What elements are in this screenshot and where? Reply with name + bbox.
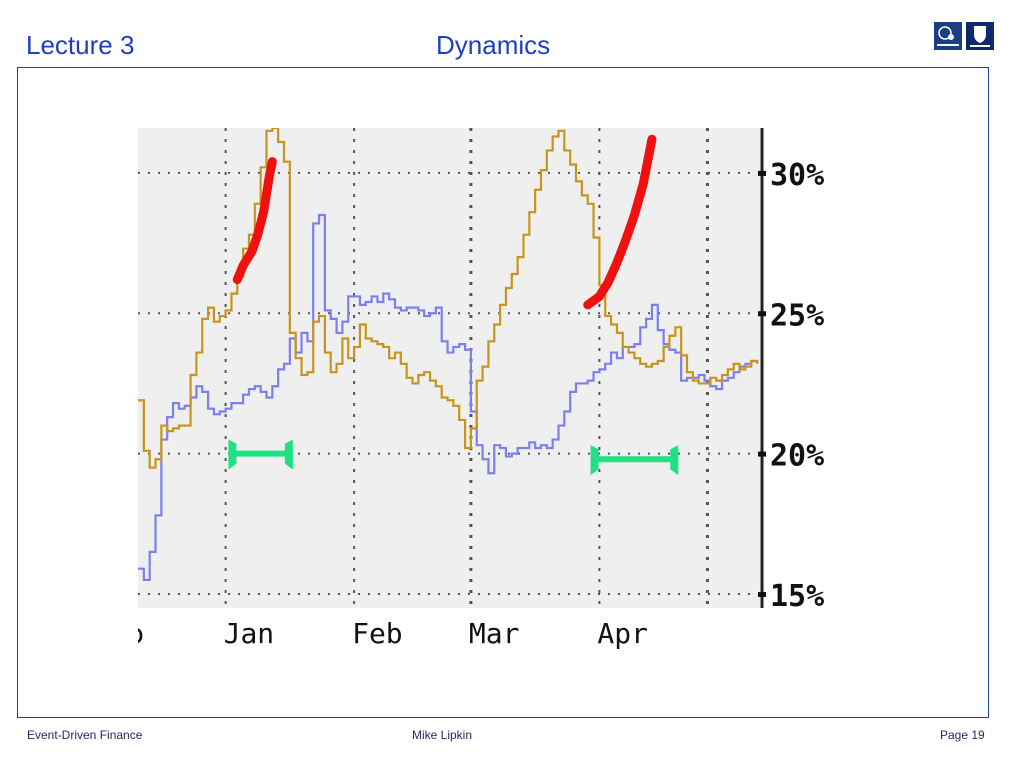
y-tick-label: 25% [770,298,824,333]
footer-page-number: Page 19 [940,728,985,742]
right-axis: 30% 25% 20% 15% [758,128,866,668]
range-bracket-left [228,439,237,470]
y-tick-mark [758,451,766,457]
footer-course: Event-Driven Finance [27,728,143,742]
x-axis-panel [138,608,760,668]
y-tick-label: 30% [770,158,824,193]
x-axis: ɔ Jan Feb Mar Apr [138,608,760,668]
y-tick-mark [758,311,766,317]
logos [934,22,994,50]
lecture-label: Lecture 3 [26,30,135,60]
plot-area [138,128,759,582]
trend-arc-annotation [583,134,657,310]
range-bracket-right [284,439,293,470]
x-tick-label: Apr [597,617,648,650]
x-tick-label-partial: ɔ [138,617,145,650]
slide-title: Dynamics [436,30,551,60]
series-line-1 [138,213,759,582]
y-tick-label: 15% [770,579,824,614]
said-logo-icon [937,26,959,46]
chart-grid [138,128,760,608]
slide-content-frame [17,67,989,718]
range-bracket-left [590,445,599,476]
oxford-logo [966,22,994,50]
oxford-crest-icon [970,26,990,47]
series-line-2 [138,128,759,469]
y-tick-mark [758,170,766,176]
implied-volatility-chart: 30% 25% 20% 15% ɔ Jan Feb Mar Apr [138,128,866,668]
y-tick-mark [758,591,766,597]
x-tick-label: Mar [469,617,520,650]
said-business-school-logo [934,22,962,50]
x-tick-label: Feb [352,617,403,650]
axis-panel [760,128,866,668]
x-tick-label: Jan [224,617,275,650]
range-bracket-right [670,445,679,476]
y-tick-label: 20% [770,439,824,474]
trend-arc-annotation [232,157,277,285]
chart-background [138,128,866,668]
footer-author: Mike Lipkin [412,728,473,742]
